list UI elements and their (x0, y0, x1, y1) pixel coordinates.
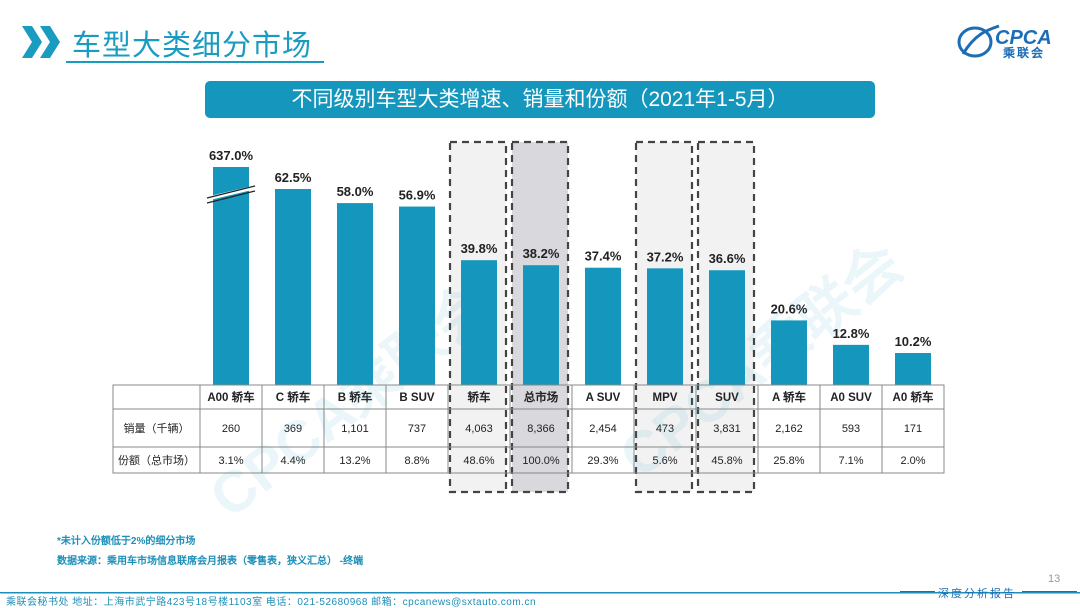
bar (771, 320, 807, 385)
report-tag: 深度分析报告 (938, 587, 1016, 600)
bar (647, 268, 683, 385)
table-share-cell: 2.0% (900, 455, 925, 467)
table-sales-cell: 4,063 (465, 423, 493, 435)
logo-text: CPCA (995, 27, 1052, 49)
footnote-source: 数据来源：乘用车市场信息联席会月报表（零售表，狭义汇总） -终端 (57, 556, 364, 567)
bar-value-label: 62.5% (275, 170, 312, 185)
table-sales-cell: 260 (222, 423, 240, 435)
axis-break-line (206, 190, 256, 204)
bar (213, 167, 249, 385)
table-sales-cell: 8,366 (527, 423, 555, 435)
table-sales-cell: 3,831 (713, 423, 741, 435)
table-header-cell: A0 轿车 (893, 390, 934, 404)
table-share-cell: 4.4% (280, 455, 305, 467)
chart-title: 不同级别车型大类增速、销量和份额（2021年1-5月） (205, 81, 875, 118)
table-share-cell: 13.2% (339, 455, 370, 467)
bar-value-label: 37.2% (647, 249, 684, 264)
table-sales-cell: 2,454 (589, 423, 617, 435)
bar-value-label: 37.4% (585, 249, 622, 264)
page-title: 车型大类细分市场 (72, 30, 313, 62)
footer-divider (0, 592, 1080, 594)
table-sales-cell: 1,101 (341, 423, 369, 435)
bar-value-label: 12.8% (833, 326, 870, 341)
bar (709, 270, 745, 385)
table-header-cell: 轿车 (468, 390, 491, 404)
bar (585, 267, 621, 385)
table-header-cell: C 轿车 (276, 390, 311, 404)
table-sales-cell: 593 (842, 423, 860, 435)
bar-value-label: 56.9% (399, 188, 436, 203)
bar (275, 189, 311, 385)
bar-value-label: 20.6% (771, 301, 808, 316)
table-header-cell: 总市场 (524, 390, 559, 404)
table-row-label: 份额（总市场） (118, 453, 195, 467)
bar-value-label: 39.8% (461, 241, 498, 256)
tag-line-right (1022, 591, 1077, 592)
bar (399, 206, 435, 385)
bar (895, 353, 931, 385)
table-sales-cell: 473 (656, 423, 674, 435)
table-share-cell: 100.0% (522, 455, 560, 467)
table-sales-cell: 369 (284, 423, 302, 435)
table-sales-cell: 171 (904, 423, 922, 435)
footer-contact: 乘联会秘书处 地址：上海市武宁路423号18号楼1103室 电话：021-526… (6, 597, 537, 608)
table-share-cell: 7.1% (838, 455, 863, 467)
bar (833, 344, 869, 385)
bar-value-label: 36.6% (709, 251, 746, 266)
title-underline (66, 61, 324, 63)
table-share-cell: 45.8% (711, 455, 742, 467)
chevron-right-icon (22, 26, 60, 58)
table-header-cell: A SUV (586, 392, 621, 404)
table-header-cell: A 轿车 (772, 390, 807, 404)
table-header-cell: B SUV (399, 392, 434, 404)
table-header-cell: SUV (715, 392, 739, 404)
bar (523, 265, 559, 385)
table-header-cell: MPV (653, 392, 678, 404)
table-share-cell: 25.8% (773, 455, 804, 467)
page-number: 13 (1048, 573, 1061, 585)
table-header-cell: B 轿车 (338, 390, 373, 404)
cpca-logo-icon: CPCA (957, 24, 1052, 58)
bar (337, 203, 373, 385)
table-header-cell: A0 SUV (830, 392, 872, 404)
table-row-label: 销量（千辆） (124, 421, 190, 435)
table-share-cell: 48.6% (463, 455, 494, 467)
table-share-cell: 29.3% (587, 455, 618, 467)
axis-break-line (206, 185, 256, 199)
table-share-cell: 3.1% (218, 455, 243, 467)
table-share-cell: 5.6% (652, 455, 677, 467)
table-header-cell: A00 轿车 (207, 390, 255, 404)
bar (461, 260, 497, 385)
bar-value-label: 58.0% (337, 184, 374, 199)
bar-value-label: 38.2% (523, 246, 560, 261)
bar-value-label: 10.2% (895, 334, 932, 349)
table-sales-cell: 2,162 (775, 423, 803, 435)
bar-value-label: 637.0% (209, 148, 254, 163)
logo-chinese: 乘联会 (1003, 46, 1046, 60)
table-sales-cell: 737 (408, 423, 426, 435)
footnote-exclusion: *未计入份额低于2%的细分市场 (57, 536, 196, 547)
table-share-cell: 8.8% (404, 455, 429, 467)
tag-line-left (900, 591, 935, 592)
